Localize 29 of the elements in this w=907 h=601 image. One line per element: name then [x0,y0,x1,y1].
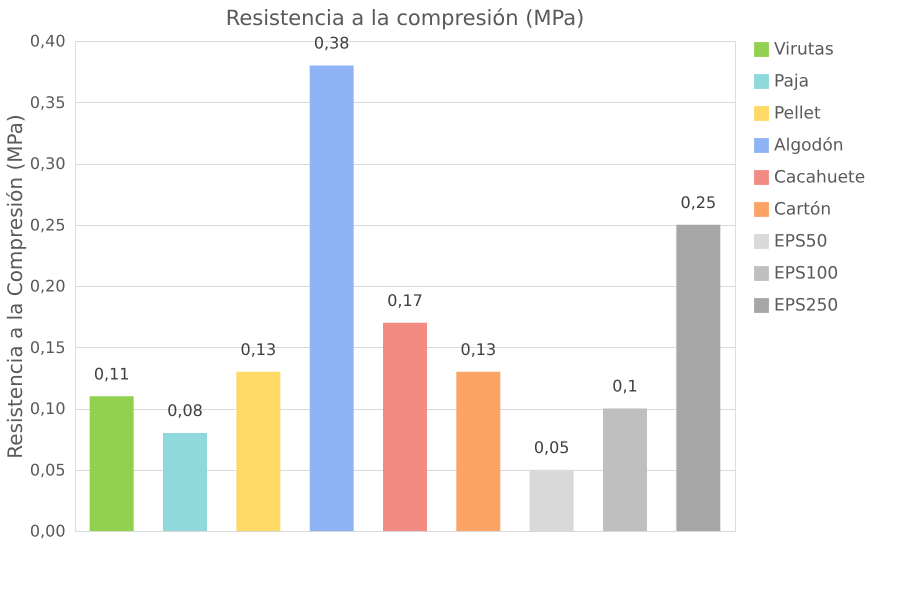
legend-label: EPS50 [774,232,828,252]
data-label: 0,08 [167,401,203,420]
y-tick-label: 0,10 [30,399,66,418]
y-tick-label: 0,15 [30,338,66,357]
legend-label: Algodón [774,136,844,156]
y-tick-label: 0,05 [30,460,66,480]
y-tick-label: 0,30 [30,154,66,173]
data-label: 0,13 [460,340,496,359]
chart-title: Resistencia a la compresión (MPa) [226,6,584,30]
legend-label: Paja [774,72,810,92]
legend-label: EPS250 [774,296,838,316]
y-tick-label: 0,20 [30,276,66,296]
legend-label: Cacahuete [774,168,866,188]
data-label: 0,17 [387,290,423,310]
data-label: 0,13 [240,340,276,359]
legend-label: Virutas [774,40,834,60]
data-label: 0,11 [94,364,130,384]
legend-label: Pellet [774,104,822,124]
y-tick-label: 0,00 [30,522,66,540]
y-tick-label: 0,25 [30,215,66,234]
y-tick-label: 0,40 [30,32,66,50]
y-axis-title: Resistencia a la Compresión (MPa) [2,114,27,459]
y-tick-label: 0,35 [30,92,66,112]
data-label: 0,38 [314,34,350,52]
legend-label: EPS100 [774,264,838,284]
data-label: 0,25 [680,192,716,212]
legend-label: Cartón [774,200,832,220]
data-label: 0,05 [534,438,570,457]
data-label: 0,1 [612,376,638,396]
